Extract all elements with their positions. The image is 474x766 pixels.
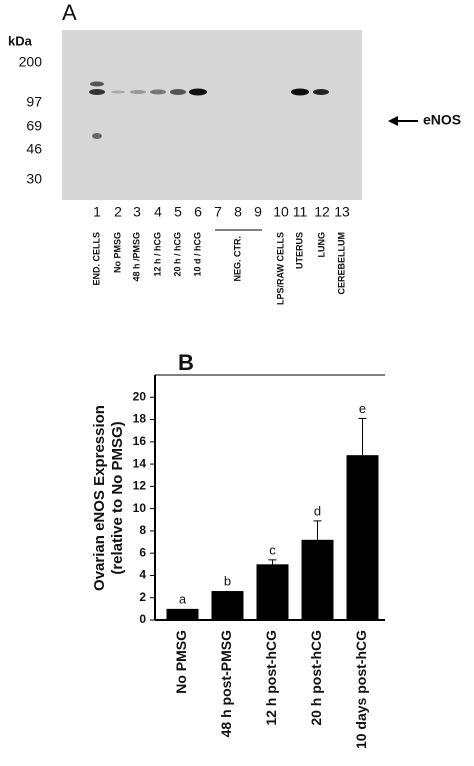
y-tick-label: 18 (133, 412, 147, 426)
marker-label: 30 (26, 171, 42, 187)
y-tick-label: 20 (133, 389, 147, 403)
bands (89, 81, 329, 139)
y-tick-label: 16 (133, 434, 147, 448)
y-tick-label: 4 (139, 568, 146, 582)
bar (346, 455, 379, 620)
bar (256, 564, 289, 620)
unit-label: kDa (8, 33, 33, 48)
marker-label: 69 (26, 118, 42, 134)
panel-label: A (62, 0, 77, 25)
x-tick-label: 48 h post-PMSG (218, 630, 234, 737)
lane-number: 7 (214, 204, 222, 220)
bar (211, 591, 244, 620)
x-tick-label: 20 h post-hCG (308, 630, 324, 726)
y-tick-label: 8 (139, 523, 146, 537)
x-tick-label: No PMSG (173, 630, 189, 694)
lane-number: 11 (293, 204, 308, 220)
y-tick-label: 14 (133, 456, 147, 470)
y-tick-label: 6 (139, 545, 146, 559)
lane-number: 13 (334, 204, 350, 220)
lane-number: 6 (194, 204, 202, 220)
y-tick-label: 0 (139, 612, 146, 626)
lane-label: NEG. CTR. (232, 236, 242, 282)
lane-number: 5 (174, 204, 182, 220)
band-label: eNOS (423, 112, 461, 128)
lane-label: END. CELLS (91, 232, 101, 286)
x-tick-label: 12 h post-hCG (263, 630, 279, 726)
marker-label: 97 (26, 94, 42, 110)
bar (166, 608, 199, 620)
marker-label: 46 (26, 141, 42, 157)
y-tick-label: 2 (139, 590, 146, 604)
lane-number: 8 (234, 204, 242, 220)
lane-number: 9 (254, 204, 262, 220)
bar-annotation: e (359, 401, 366, 416)
arrow-head (388, 116, 398, 126)
bar (301, 539, 334, 620)
blot (62, 30, 362, 200)
lane-label: 10 d / hCG (192, 232, 202, 277)
lane-label: LUNG (316, 232, 326, 258)
bar-annotation: c (269, 542, 276, 557)
y-tick-label: 12 (133, 479, 147, 493)
lane-number: 3 (133, 204, 141, 220)
bar-annotation: b (224, 573, 231, 588)
y-axis-label: Ovarian eNOS Expression (91, 405, 108, 591)
lane-label: 12 h / hCG (152, 232, 162, 277)
x-tick-label: 10 days post-hCG (353, 630, 369, 749)
bar-annotation: a (179, 591, 187, 606)
bar-annotation: d (314, 503, 321, 518)
lane-number: 4 (154, 204, 162, 220)
lane-label: 48 h /PMSG (131, 232, 141, 282)
marker-label: 200 (19, 54, 43, 70)
lane-label: No PMSG (112, 232, 122, 273)
lane-number: 2 (114, 204, 122, 220)
y-tick-label: 10 (133, 501, 147, 515)
lane-label: UTERUS (294, 232, 304, 269)
lane-number: 12 (314, 204, 330, 220)
lane-label: 20 h / hCG (172, 232, 182, 277)
y-axis-label: (relative to No PMSG) (109, 421, 126, 574)
lane-number: 1 (93, 204, 101, 220)
lane-label: LPS/RAW CELLS (275, 232, 285, 305)
panel-label: B (178, 350, 194, 375)
lane-label: CEREBELLUM (336, 232, 346, 295)
lane-number: 10 (273, 204, 289, 220)
